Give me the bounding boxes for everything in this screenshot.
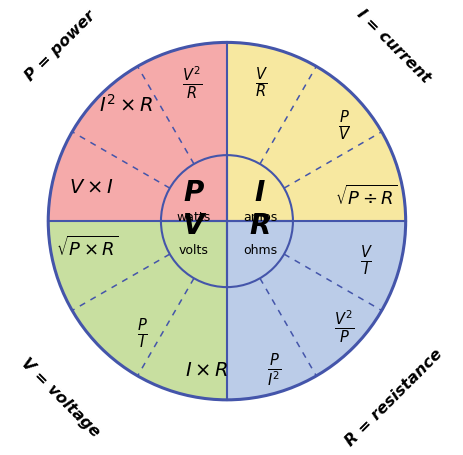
Text: $I \times R$: $I \times R$ — [185, 360, 228, 379]
Text: $I^2 \times R$: $I^2 \times R$ — [99, 94, 153, 116]
Text: $\frac{P}{I^2}$: $\frac{P}{I^2}$ — [268, 351, 282, 388]
Text: $V \times I$: $V \times I$ — [69, 177, 113, 197]
Text: $\sqrt{P \div R}$: $\sqrt{P \div R}$ — [335, 184, 397, 208]
Text: I: I — [255, 178, 265, 206]
Text: R = resistance: R = resistance — [342, 346, 445, 449]
Text: $\frac{P}{V}$: $\frac{P}{V}$ — [338, 108, 350, 143]
Text: $\frac{V^2}{P}$: $\frac{V^2}{P}$ — [334, 309, 354, 344]
Text: R: R — [249, 211, 271, 239]
Text: V: V — [183, 211, 205, 239]
Text: I = current: I = current — [354, 6, 433, 86]
Wedge shape — [227, 222, 293, 288]
Wedge shape — [48, 43, 227, 222]
Text: watts: watts — [177, 211, 211, 223]
Text: ohms: ohms — [243, 243, 277, 257]
Wedge shape — [48, 222, 227, 400]
Text: amps: amps — [243, 211, 277, 223]
Wedge shape — [227, 156, 293, 222]
Text: $\sqrt{P \times R}$: $\sqrt{P \times R}$ — [56, 235, 119, 259]
Text: $\frac{V}{R}$: $\frac{V}{R}$ — [256, 66, 268, 100]
Text: volts: volts — [179, 243, 209, 257]
Wedge shape — [161, 222, 227, 288]
Wedge shape — [161, 156, 227, 222]
Wedge shape — [227, 43, 406, 222]
Text: $\frac{P}{I}$: $\frac{P}{I}$ — [137, 316, 148, 350]
Text: $\frac{V^2}{R}$: $\frac{V^2}{R}$ — [182, 65, 202, 101]
Text: $\frac{V}{I}$: $\frac{V}{I}$ — [360, 243, 373, 277]
Text: V = voltage: V = voltage — [18, 355, 102, 440]
Text: P = power: P = power — [22, 8, 98, 84]
Text: P: P — [184, 178, 204, 206]
Wedge shape — [227, 222, 406, 400]
